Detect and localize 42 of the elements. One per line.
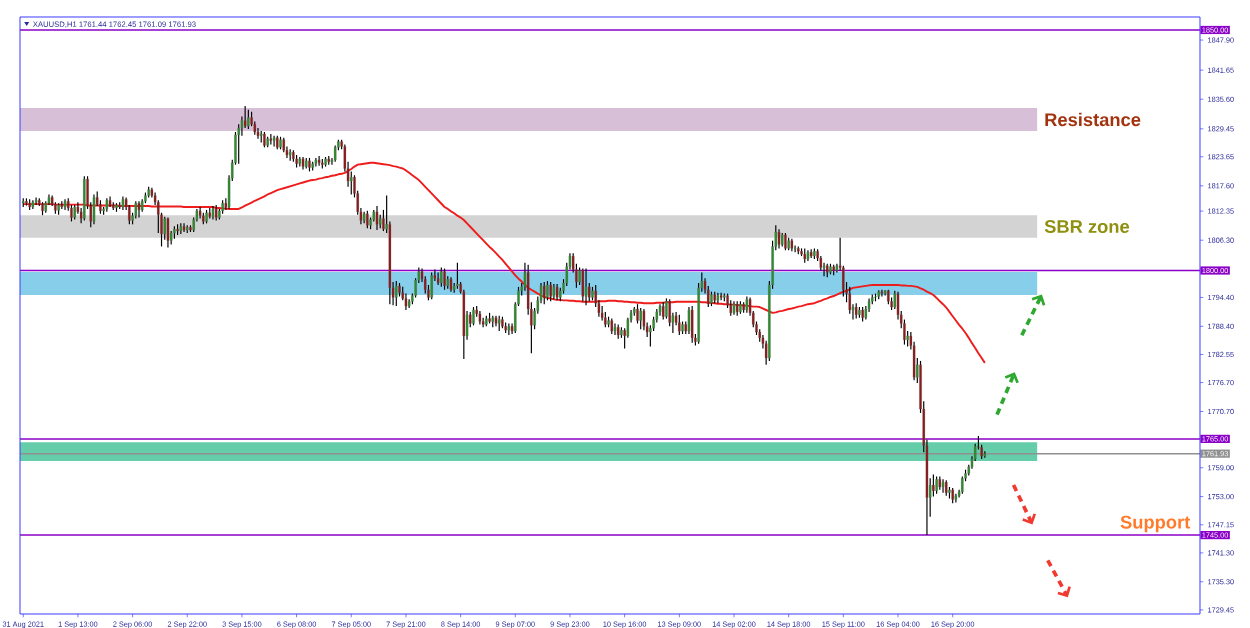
candlestick bbox=[440, 267, 443, 288]
candlestick bbox=[205, 209, 208, 224]
candlestick bbox=[308, 157, 311, 172]
candlestick bbox=[436, 271, 440, 286]
candlestick bbox=[613, 322, 617, 336]
candlestick bbox=[263, 131, 266, 148]
candlestick bbox=[542, 281, 546, 305]
candlestick bbox=[665, 297, 668, 320]
candlestick bbox=[546, 280, 549, 301]
candlestick bbox=[948, 486, 951, 500]
annotation: Support bbox=[1120, 515, 1191, 533]
candlestick bbox=[678, 314, 681, 336]
candlestick bbox=[25, 197, 28, 207]
candlestick bbox=[247, 109, 250, 130]
band-label: Resistance bbox=[1045, 112, 1141, 127]
candlestick bbox=[607, 316, 610, 328]
candlestick bbox=[272, 135, 276, 147]
candlestick bbox=[198, 206, 202, 220]
candlestick bbox=[932, 473, 935, 498]
candlestick bbox=[456, 262, 459, 290]
candlestick bbox=[829, 263, 832, 275]
candlestick bbox=[350, 170, 353, 196]
candlestick bbox=[430, 271, 433, 300]
candlestick bbox=[472, 306, 475, 326]
candlestick bbox=[784, 232, 787, 251]
candlestick bbox=[488, 312, 491, 325]
candlestick bbox=[549, 281, 552, 302]
candlestick bbox=[681, 320, 684, 335]
candlestick bbox=[443, 267, 446, 291]
candlestick bbox=[279, 136, 282, 150]
candlestick bbox=[395, 280, 398, 307]
candlestick bbox=[398, 282, 401, 298]
candlestick bbox=[636, 303, 639, 325]
candlestick bbox=[591, 286, 594, 301]
candlestick bbox=[324, 156, 327, 168]
candlestick bbox=[710, 291, 713, 307]
candlestick bbox=[639, 307, 642, 330]
candlestick bbox=[163, 216, 166, 241]
candlestick bbox=[941, 478, 945, 494]
candlestick bbox=[41, 201, 44, 216]
candlestick bbox=[115, 202, 118, 213]
band-label: SBR zone bbox=[1044, 220, 1130, 233]
